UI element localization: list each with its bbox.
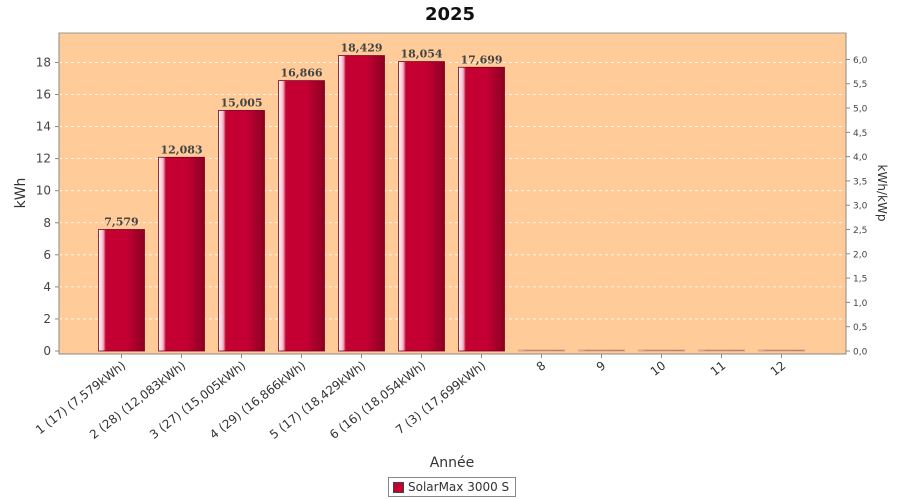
y2-tick-label: 5,0	[853, 105, 868, 115]
legend-swatch	[393, 481, 404, 493]
bar	[158, 156, 205, 352]
y-tick-label: 16	[36, 88, 51, 102]
x-tick-label: 11	[708, 358, 729, 378]
y2-tick-label: 2,5	[853, 226, 867, 236]
x-tick-label: 10	[648, 358, 669, 378]
y2-tick-label: 1,5	[853, 275, 867, 285]
grid-lines	[59, 62, 846, 320]
y-tick-label: 14	[36, 120, 51, 134]
x-axis-label: Année	[430, 455, 475, 471]
bar	[698, 349, 745, 352]
y2-tick-label: 5,5	[853, 80, 867, 90]
y-tick-label: 8	[43, 216, 51, 230]
bar	[518, 349, 565, 352]
x-tick-label: 8	[534, 358, 549, 374]
y-axis-right: 0,0 0,5 1,0 1,5 2,0 2,5 3,0 3,5 4,0 4,5 5,0 5,5 6,0	[845, 33, 868, 358]
bar	[338, 55, 385, 352]
data-label: 15,005	[220, 96, 262, 109]
bar	[458, 66, 505, 352]
data-label: 7,579	[104, 216, 138, 229]
y2-tick-label: 0,5	[853, 323, 867, 333]
y-tick-label: 6	[43, 248, 51, 262]
y2-tick-label: 3,0	[853, 202, 868, 212]
y-axis-label: kWh	[13, 178, 29, 209]
data-label: 18,054	[400, 48, 442, 61]
bar	[398, 61, 445, 352]
bar	[278, 80, 325, 352]
data-label: 12,083	[160, 143, 202, 156]
bar	[758, 349, 805, 352]
data-label: 18,429	[340, 42, 382, 55]
legend: SolarMax 3000 S	[388, 477, 517, 497]
y-tick-label: 0	[43, 344, 51, 358]
y2-tick-label: 6,0	[853, 56, 868, 66]
y2-tick-label: 1,0	[853, 299, 868, 309]
bar	[218, 110, 265, 352]
y-axis-left: 0 2 4 6 8 10 12 14 16 18	[36, 33, 60, 358]
y2-tick-label: 4,0	[853, 153, 868, 163]
y2-tick-label: 4,5	[853, 129, 867, 139]
bar	[578, 349, 625, 352]
bar	[98, 229, 145, 352]
y2-axis-label: kWh/kWp	[875, 165, 889, 222]
data-label: 16,866	[280, 67, 322, 80]
y-tick-label: 10	[36, 184, 51, 198]
x-tick-label: 9	[594, 358, 609, 374]
y2-tick-label: 2,0	[853, 250, 868, 260]
x-axis: 1 (17) (7,579kWh)2 (28) (12,083kWh)3 (27…	[33, 353, 846, 442]
y-tick-label: 2	[43, 312, 51, 326]
y2-tick-label: 0,0	[853, 348, 868, 358]
y-tick-label: 18	[36, 55, 51, 69]
x-tick-label: 12	[768, 358, 789, 378]
y-tick-label: 4	[43, 280, 51, 294]
bar	[638, 349, 685, 352]
y2-tick-label: 3,5	[853, 177, 867, 187]
data-label: 17,699	[460, 53, 502, 66]
chart-title: 2025	[425, 4, 475, 25]
bars: 7,579 12,083 15,005 16,866 18,429 18,054 17,69…	[98, 42, 805, 352]
legend-label: SolarMax 3000 S	[408, 480, 510, 494]
y-tick-label: 12	[36, 152, 51, 166]
